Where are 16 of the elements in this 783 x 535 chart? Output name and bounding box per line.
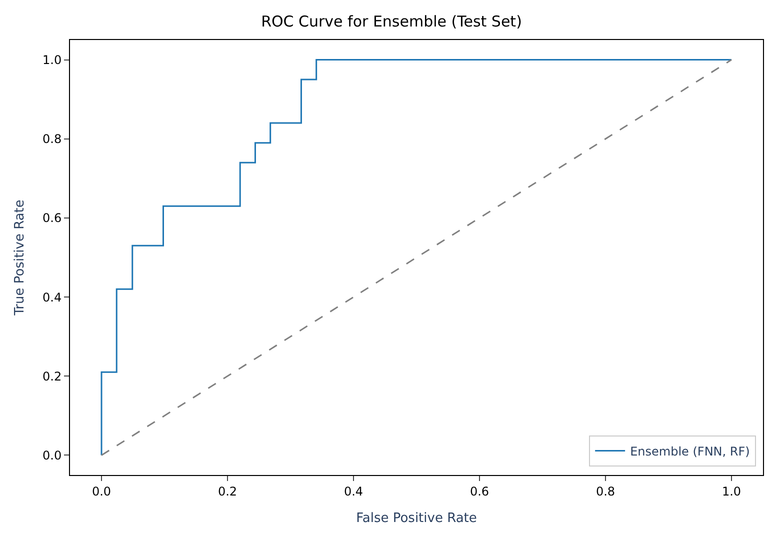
y-axis-title: True Positive Rate: [12, 200, 28, 316]
x-tick-label: 0.8: [596, 484, 616, 498]
x-tick-label: 0.0: [92, 484, 112, 498]
legend-label: Ensemble (FNN, RF): [630, 444, 750, 458]
y-tick-label: 1.0: [42, 52, 62, 67]
y-tick-label: 0.2: [42, 369, 62, 384]
chart-title: ROC Curve for Ensemble (Test Set): [261, 12, 522, 31]
y-tick-label: 0.6: [42, 211, 62, 226]
x-tick-label: 1.0: [722, 484, 742, 498]
y-tick-label: 0.0: [42, 448, 62, 462]
x-tick-label: 0.4: [344, 484, 364, 498]
x-tick-label: 0.2: [218, 484, 238, 498]
y-tick-label: 0.8: [42, 132, 62, 146]
y-tick-label: 0.4: [42, 290, 62, 304]
x-tick-label: 0.6: [470, 484, 490, 498]
x-axis-title: False Positive Rate: [356, 511, 477, 526]
